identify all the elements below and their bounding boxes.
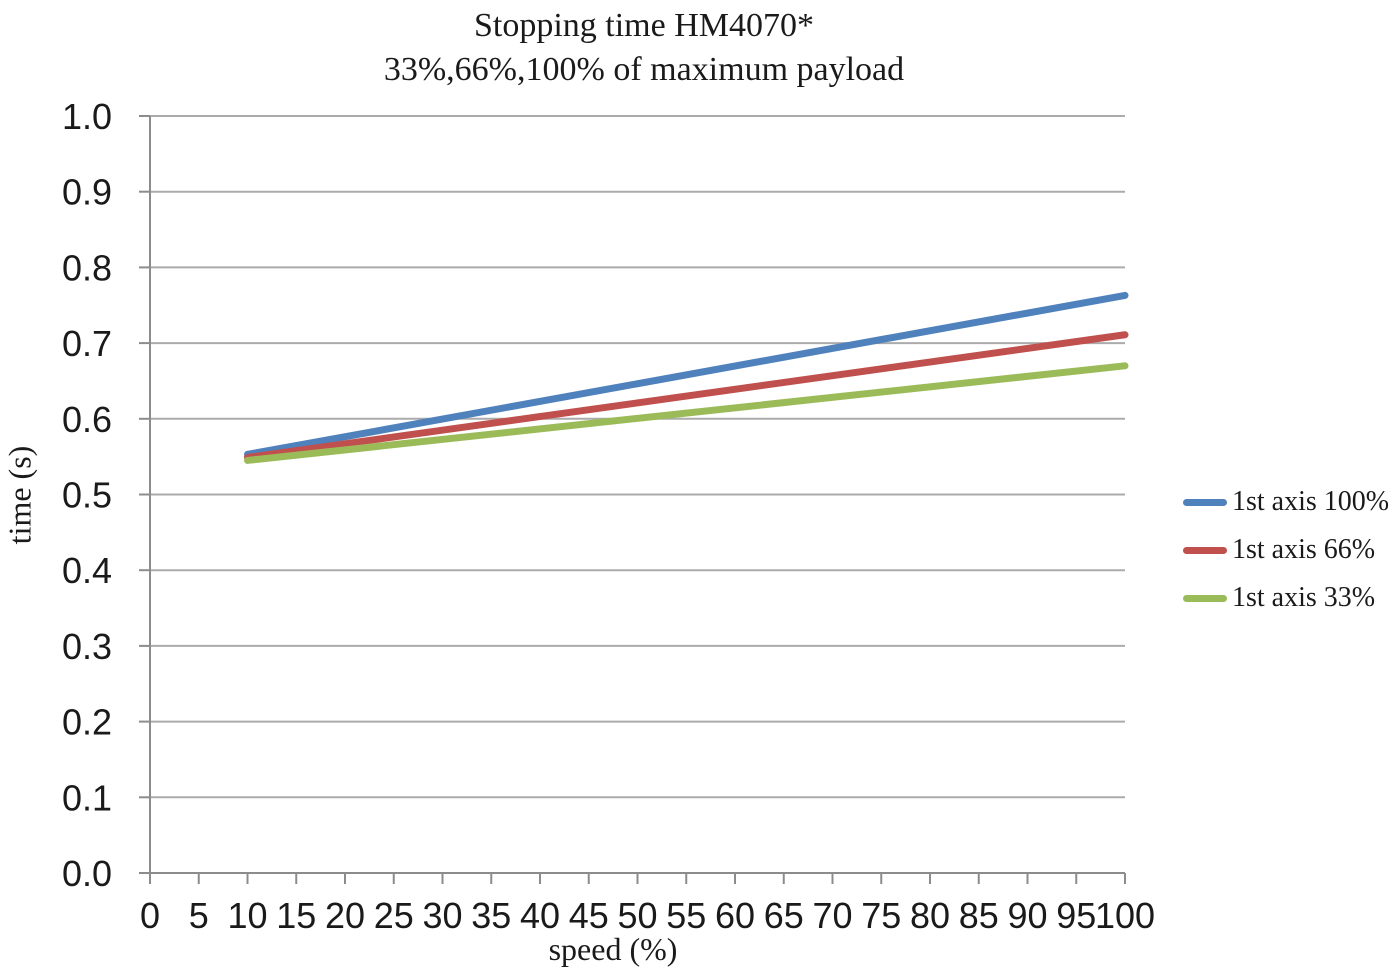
y-tick-label: 0.3	[62, 626, 112, 667]
legend-line-swatch	[1183, 594, 1227, 602]
x-tick-label: 90	[1007, 895, 1047, 936]
x-tick-label: 25	[374, 895, 414, 936]
y-tick-label: 0.1	[62, 777, 112, 818]
series-line-1st-axis-33-	[244, 362, 1129, 464]
legend-item: 1st axis 66%	[1183, 526, 1389, 574]
x-tick-label: 30	[422, 895, 462, 936]
x-tick-label: 45	[569, 895, 609, 936]
series-line-1st-axis-66-	[244, 331, 1129, 461]
x-tick-label: 40	[520, 895, 560, 936]
legend-item: 1st axis 33%	[1183, 574, 1389, 622]
x-tick-label: 95	[1056, 895, 1096, 936]
x-tick-label: 15	[276, 895, 316, 936]
y-tick-label: 0.7	[62, 323, 112, 364]
x-tick-label: 75	[861, 895, 901, 936]
legend-label: 1st axis 66%	[1232, 534, 1376, 565]
chart-subtitle: 33%,66%,100% of maximum payload	[383, 51, 905, 88]
y-tick-label: 0.2	[62, 702, 112, 743]
legend: 1st axis 100% 1st axis 66% 1st axis 33%	[1183, 478, 1389, 622]
x-tick-label: 0	[140, 895, 160, 936]
x-tick-label: 85	[959, 895, 999, 936]
chart-title: Stopping time HM4070*	[473, 7, 815, 44]
y-tick-label: 1.0	[62, 96, 112, 137]
legend-line-swatch	[1183, 498, 1227, 506]
x-tick-label: 65	[764, 895, 804, 936]
y-tick-label: 0.6	[62, 399, 112, 440]
x-tick-label: 35	[471, 895, 511, 936]
x-tick-label: 50	[617, 895, 657, 936]
y-tick-label: 0.0	[62, 853, 112, 894]
series-line-1st-axis-100-	[244, 291, 1129, 458]
x-tick-label: 70	[812, 895, 852, 936]
y-axis-title: time (s)	[1, 445, 38, 545]
legend-label: 1st axis 100%	[1232, 486, 1390, 517]
x-tick-label: 20	[325, 895, 365, 936]
x-tick-label: 60	[715, 895, 755, 936]
x-tick-label: 5	[189, 895, 209, 936]
x-tick-label: 10	[227, 895, 267, 936]
y-tick-label: 0.9	[62, 172, 112, 213]
y-tick-label: 0.4	[62, 550, 112, 591]
legend-item: 1st axis 100%	[1183, 478, 1389, 526]
legend-label: 1st axis 33%	[1232, 582, 1376, 613]
x-axis-title: speed (%)	[548, 931, 678, 967]
x-tick-label: 55	[666, 895, 706, 936]
y-tick-label: 0.5	[62, 475, 112, 516]
legend-line-swatch	[1183, 546, 1227, 554]
y-tick-label: 0.8	[62, 247, 112, 288]
x-tick-label: 80	[910, 895, 950, 936]
x-tick-label: 100	[1095, 895, 1155, 936]
